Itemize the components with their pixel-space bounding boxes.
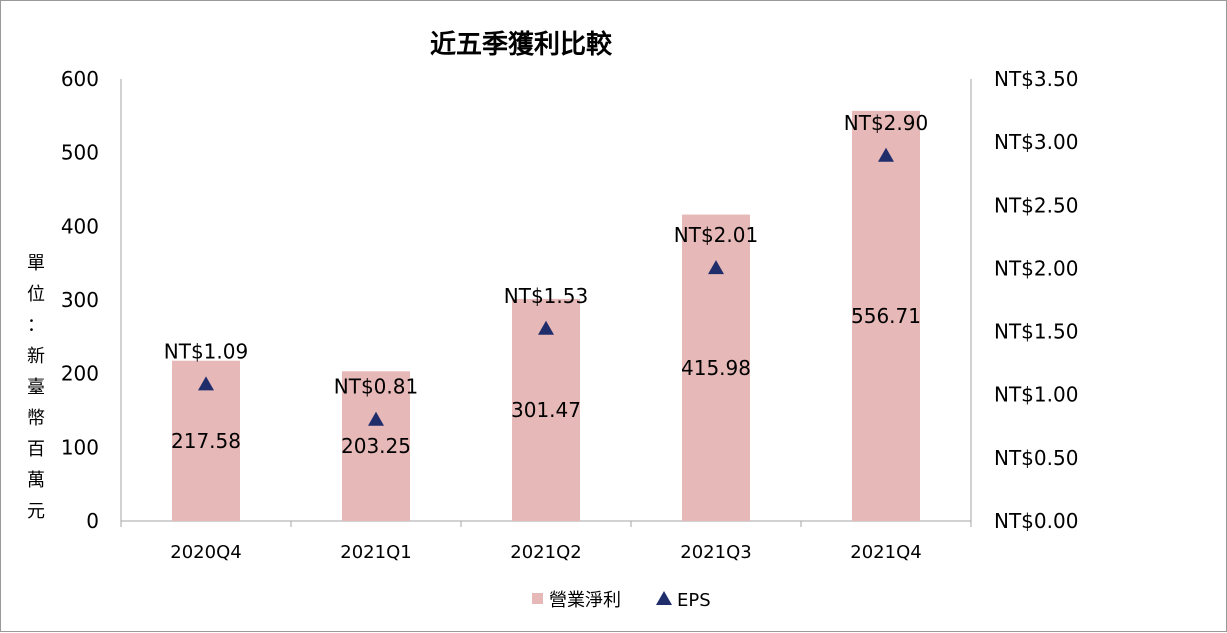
category-label: 2020Q4 — [170, 542, 241, 563]
bar — [852, 110, 920, 522]
y-axis-unit-char: 新 — [27, 346, 45, 367]
right-axis-tick-label: NT$1.50 — [994, 320, 1078, 344]
eps-marker — [708, 260, 724, 275]
eps-marker — [368, 411, 384, 426]
bar — [342, 371, 410, 521]
eps-data-labels: NT$1.09 NT$0.81 NT$1.53 NT$2.01 NT$2.90 — [164, 111, 928, 399]
bar-value-label: 301.47 — [511, 398, 581, 422]
left-axis-tick-label: 600 — [61, 67, 99, 91]
bar-value-label: 415.98 — [681, 356, 751, 380]
eps-marker — [198, 376, 214, 391]
legend: 營業淨利 EPS — [532, 590, 711, 611]
bar-value-label: 203.25 — [341, 434, 411, 458]
bar-series — [172, 110, 920, 522]
right-axis-tick-label: NT$3.50 — [994, 67, 1078, 91]
right-axis-tick-label: NT$1.00 — [994, 383, 1078, 407]
legend-bar-label: 營業淨利 — [549, 590, 621, 611]
right-axis-tick-label: NT$0.00 — [994, 509, 1078, 533]
category-label: 2021Q4 — [850, 542, 921, 563]
left-axis-tick-label: 100 — [61, 435, 99, 459]
eps-marker — [878, 147, 894, 162]
right-axis-tick-label: NT$0.50 — [994, 446, 1078, 470]
eps-value-label: NT$1.09 — [164, 339, 248, 363]
left-axis-tick-label: 500 — [61, 141, 99, 165]
y-axis-unit-char: ： — [27, 315, 45, 336]
legend-eps-swatch — [656, 591, 672, 605]
bar-value-label: 217.58 — [171, 429, 241, 453]
category-label: 2021Q1 — [340, 542, 411, 563]
y-axis-unit-char: 元 — [27, 501, 45, 522]
right-axis-ticks: NT$0.00 NT$0.50 NT$1.00 NT$1.50 NT$2.00 NT$2.… — [994, 67, 1078, 533]
bar-data-labels: 217.58 203.25 301.47 415.98 556.71 — [171, 304, 921, 458]
left-axis-tick-label: 200 — [61, 362, 99, 386]
y-axis-unit-char: 臺 — [27, 377, 45, 398]
category-label: 2021Q2 — [510, 542, 581, 563]
left-axis-tick-label: 0 — [86, 509, 99, 533]
eps-value-label: NT$2.90 — [844, 111, 928, 135]
eps-series — [198, 147, 894, 426]
y-axis-unit-char: 百 — [27, 439, 45, 460]
legend-bar-swatch — [532, 593, 543, 604]
category-label: 2021Q3 — [680, 542, 751, 563]
y-axis-unit-char: 單 — [27, 253, 45, 274]
eps-value-label: NT$0.81 — [334, 375, 418, 399]
y-axis-unit-char: 萬 — [27, 470, 45, 491]
eps-value-label: NT$2.01 — [674, 223, 758, 247]
left-axis-tick-label: 300 — [61, 288, 99, 312]
eps-value-label: NT$1.53 — [504, 284, 588, 308]
right-axis-tick-label: NT$2.00 — [994, 256, 1078, 280]
bar-value-label: 556.71 — [851, 304, 921, 328]
left-axis-tick-label: 400 — [61, 214, 99, 238]
left-axis-ticks: 0 100 200 300 400 500 600 — [61, 67, 99, 533]
right-axis-tick-label: NT$2.50 — [994, 193, 1078, 217]
legend-eps-label: EPS — [677, 590, 711, 611]
chart-title: 近五季獲利比較 — [430, 29, 613, 60]
y-axis-unit-char: 幣 — [27, 408, 45, 429]
eps-marker — [538, 320, 554, 335]
category-labels: 2020Q4 2021Q1 2021Q2 2021Q3 2021Q4 — [170, 542, 921, 563]
right-axis-tick-label: NT$3.00 — [994, 130, 1078, 154]
y-axis-unit-char: 位 — [27, 284, 45, 305]
bar — [512, 298, 580, 521]
